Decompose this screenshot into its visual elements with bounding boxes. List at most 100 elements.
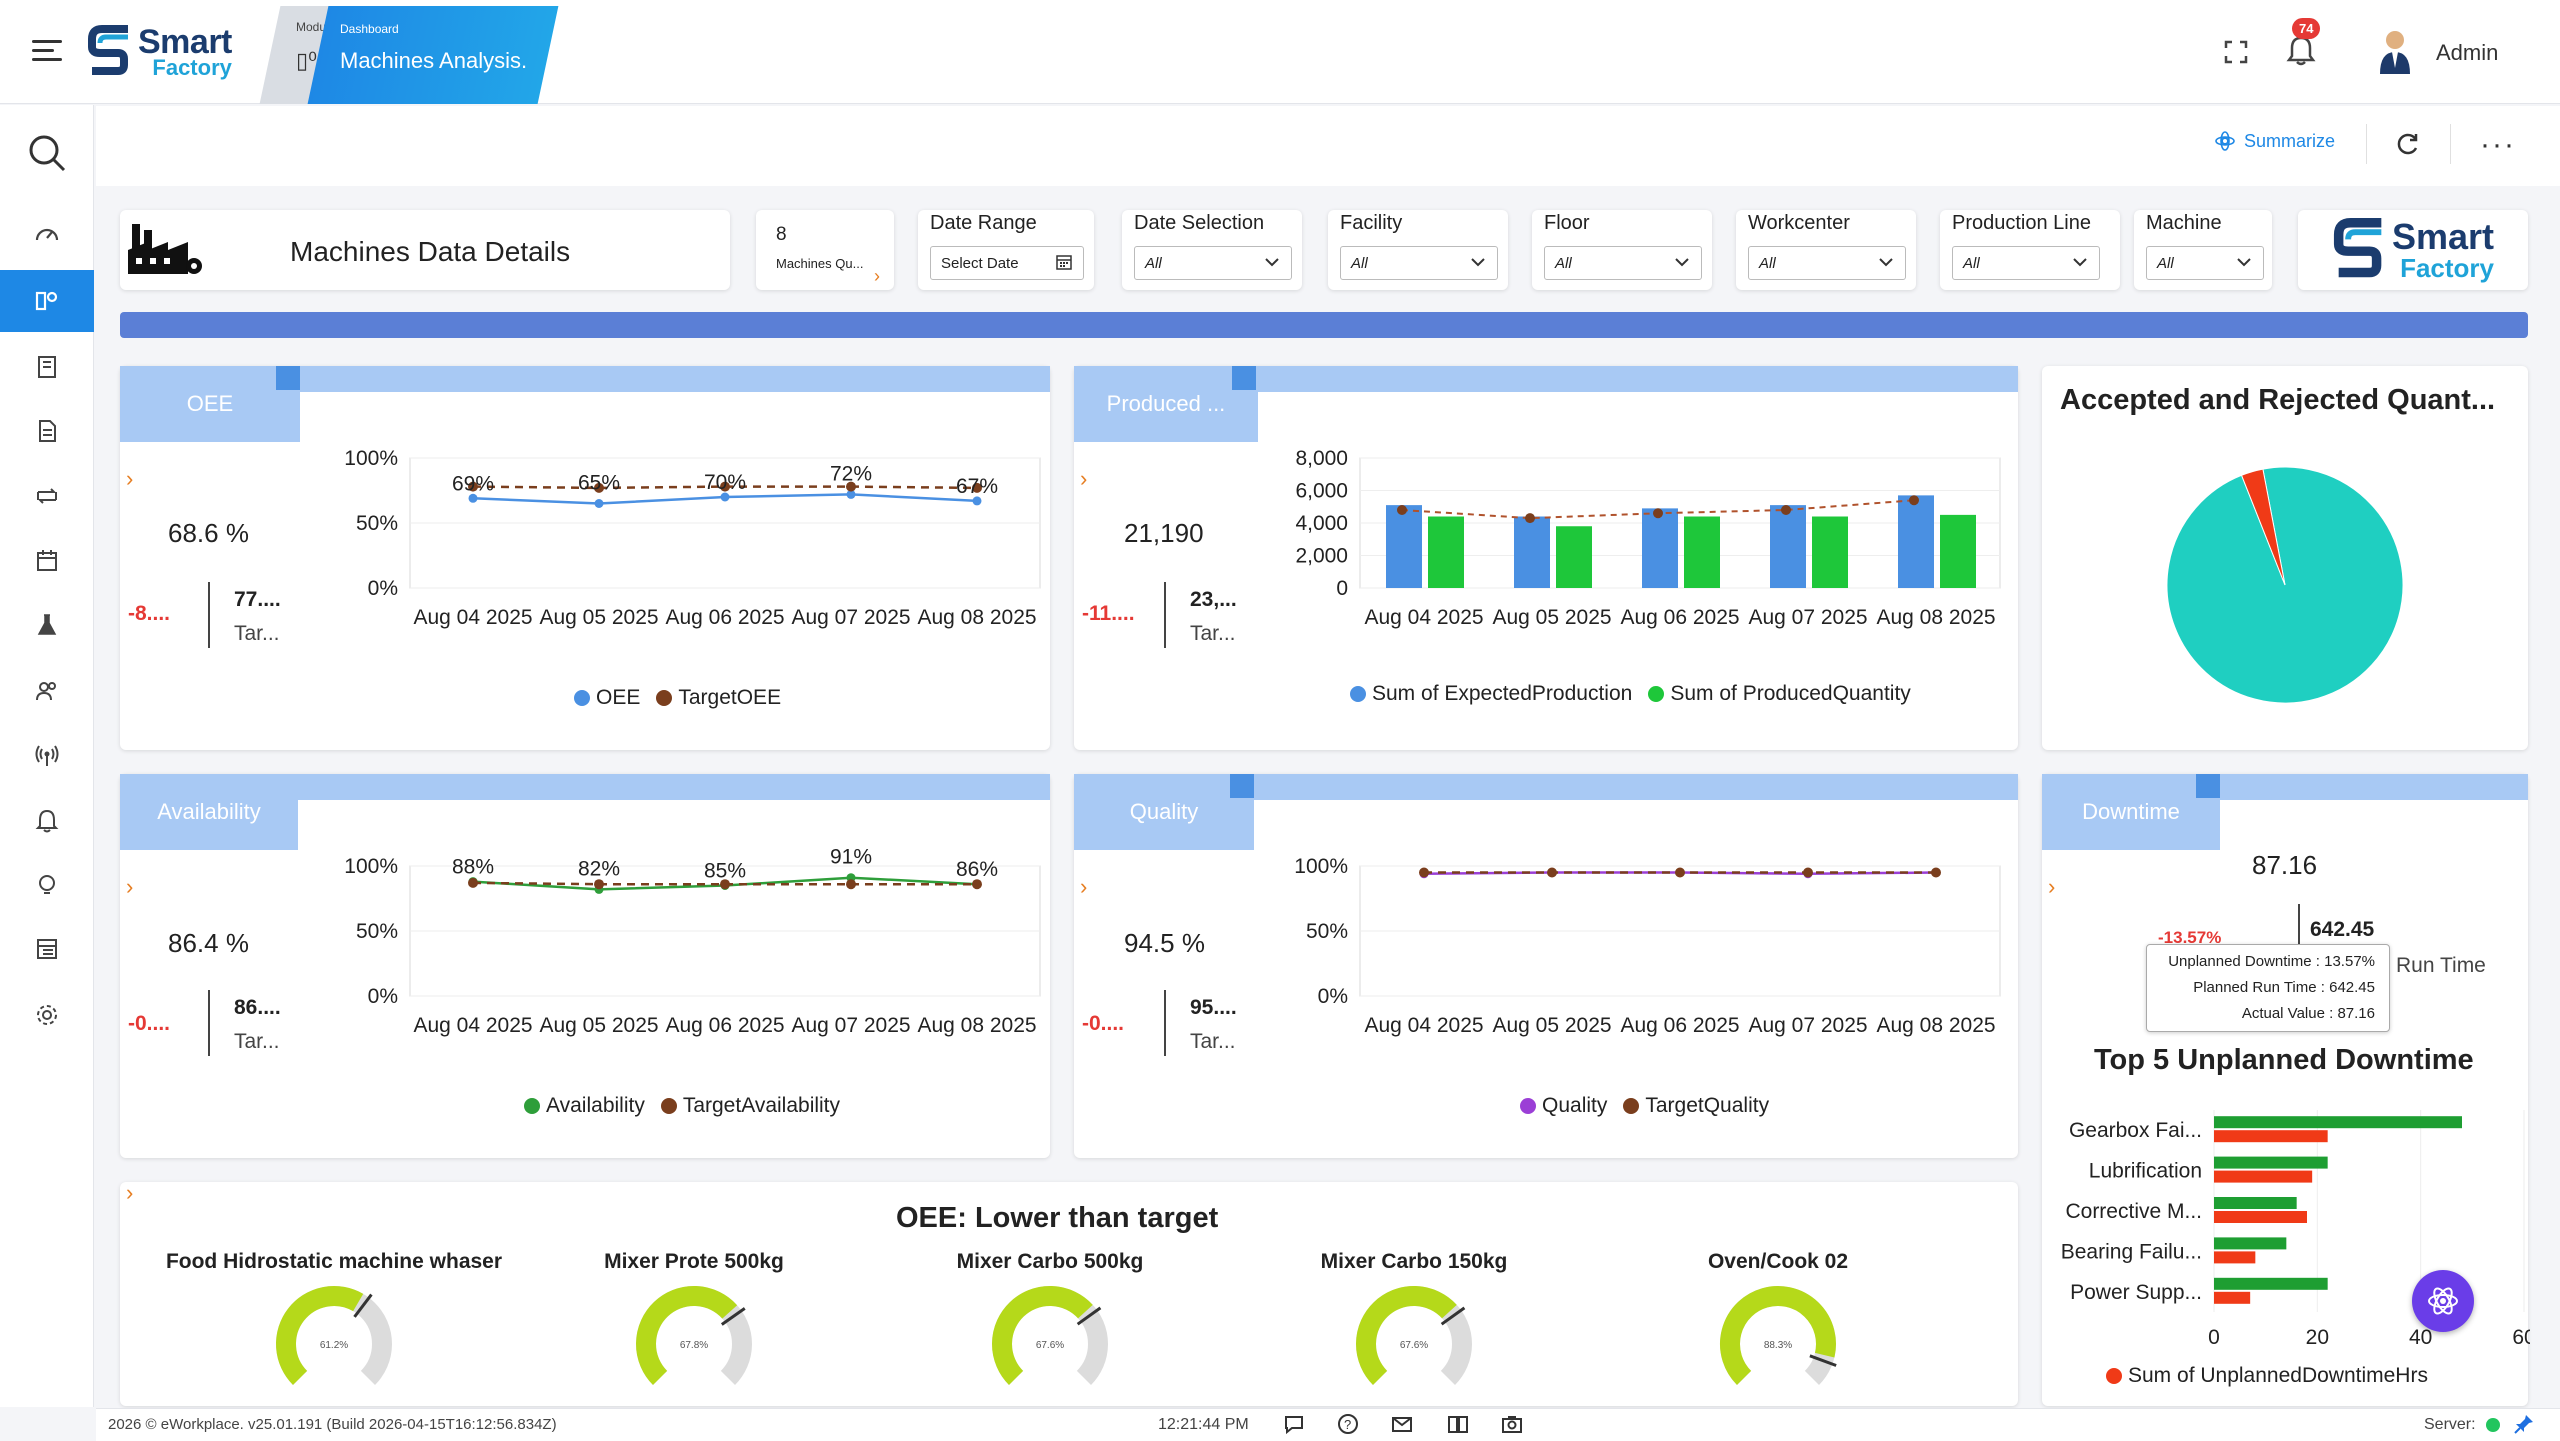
downtime-expand-icon[interactable]: › bbox=[2048, 874, 2056, 899]
building-icon bbox=[38, 356, 56, 378]
x-tick-label: Aug 07 2025 bbox=[791, 1014, 910, 1037]
sidebar-item-settings[interactable] bbox=[0, 984, 94, 1046]
toolbar-divider bbox=[2366, 124, 2367, 164]
quality-target-value: 95.... bbox=[1190, 996, 1237, 1019]
sidebar-item-machines-analysis[interactable] bbox=[0, 270, 94, 332]
fullscreen-icon[interactable] bbox=[2222, 38, 2250, 66]
facility-dropdown[interactable]: All bbox=[1340, 246, 1498, 280]
machines-count-label: Machines Qu... bbox=[776, 256, 864, 271]
chevron-right-icon[interactable]: › bbox=[874, 266, 880, 286]
oee-value: 68.6 % bbox=[168, 518, 249, 548]
antenna-icon bbox=[35, 745, 59, 766]
calendar-icon bbox=[1056, 255, 1072, 270]
gear-icon bbox=[37, 1005, 57, 1025]
book-icon[interactable] bbox=[1446, 1412, 1470, 1436]
sidebar-item-alerts[interactable] bbox=[0, 790, 94, 852]
help-icon[interactable]: ? bbox=[1336, 1412, 1360, 1436]
sidebar-item-iot[interactable] bbox=[0, 724, 94, 786]
legend-target-quality[interactable]: TargetQuality bbox=[1623, 1094, 1769, 1118]
y-tick-label: 50% bbox=[1306, 920, 1348, 943]
production-line-dropdown[interactable]: All bbox=[1952, 246, 2100, 280]
x-tick-label: Aug 06 2025 bbox=[1620, 1014, 1739, 1037]
legend-produced-quantity[interactable]: Sum of ProducedQuantity bbox=[1648, 682, 1911, 706]
user-name[interactable]: Admin bbox=[2436, 40, 2499, 65]
menu-icon[interactable] bbox=[32, 40, 62, 64]
more-options-icon[interactable]: ··· bbox=[2480, 128, 2516, 161]
produced-target-label: Tar... bbox=[1190, 622, 1236, 645]
summarize-button[interactable]: Summarize bbox=[2214, 130, 2335, 152]
footer-copyright: 2026 © eWorkplace. v25.01.191 (Build 202… bbox=[108, 1416, 557, 1433]
legend-expected-production[interactable]: Sum of ExpectedProduction bbox=[1350, 682, 1632, 706]
availability-card-tab: Availability bbox=[120, 774, 298, 850]
chart-module-icon bbox=[35, 291, 58, 311]
workcenter-dropdown[interactable]: All bbox=[1748, 246, 1906, 280]
data-point bbox=[594, 499, 604, 508]
floor-dropdown[interactable]: All bbox=[1544, 246, 1702, 280]
legend-availability[interactable]: Availability bbox=[524, 1094, 645, 1118]
data-point bbox=[1931, 867, 1941, 878]
x-tick-label: Aug 05 2025 bbox=[1492, 606, 1611, 629]
ai-assistant-button[interactable] bbox=[2412, 1270, 2474, 1332]
quality-card-tab: Quality bbox=[1074, 774, 1254, 850]
mail-icon[interactable] bbox=[1390, 1412, 1414, 1436]
category-label: Power Supp... bbox=[2070, 1281, 2202, 1304]
legend-target-oee[interactable]: TargetOEE bbox=[656, 686, 781, 710]
bar bbox=[2214, 1116, 2462, 1129]
sidebar-item-dashboard-home[interactable] bbox=[0, 204, 94, 266]
x-tick-label: Aug 07 2025 bbox=[791, 606, 910, 629]
production-line-label: Production Line bbox=[1952, 212, 2091, 234]
legend-quality[interactable]: Quality bbox=[1520, 1094, 1607, 1118]
camera-icon[interactable] bbox=[1500, 1412, 1524, 1436]
sidebar-item-tables[interactable] bbox=[0, 918, 94, 980]
machine-dropdown[interactable]: All bbox=[2146, 246, 2264, 280]
gauge-value-label: 67.6% bbox=[1036, 1340, 1064, 1351]
date-selection-dropdown[interactable]: All bbox=[1134, 246, 1292, 280]
machines-count-card[interactable] bbox=[756, 210, 894, 290]
produced-title: Produced ... bbox=[1106, 391, 1226, 416]
data-point bbox=[720, 879, 730, 890]
quality-expand-icon[interactable]: › bbox=[1080, 874, 1088, 899]
bar bbox=[2214, 1170, 2313, 1183]
document-icon bbox=[39, 420, 56, 442]
y-tick-label: 50% bbox=[356, 512, 398, 535]
refresh-icon[interactable] bbox=[2394, 130, 2422, 158]
avatar[interactable] bbox=[2372, 28, 2418, 76]
sidebar-item-calendar[interactable] bbox=[0, 530, 94, 592]
chat-icon[interactable] bbox=[1282, 1412, 1306, 1436]
sidebar-item-factory[interactable] bbox=[0, 336, 94, 398]
brand-logo-card: Smart Factory bbox=[2298, 210, 2528, 290]
data-label: 72% bbox=[830, 462, 872, 485]
gauge-title: Oven/Cook 02 bbox=[1707, 1250, 1849, 1273]
notification-bell-icon[interactable] bbox=[2286, 34, 2316, 66]
bar bbox=[2214, 1291, 2251, 1304]
sidebar-item-reports[interactable] bbox=[0, 400, 94, 462]
sidebar-search[interactable] bbox=[0, 122, 94, 184]
date-range-picker[interactable]: Select Date bbox=[930, 246, 1084, 280]
oee-target-label: Tar... bbox=[234, 622, 280, 645]
data-label: 86% bbox=[956, 858, 998, 881]
footer bbox=[96, 1408, 2560, 1441]
data-point bbox=[594, 482, 604, 493]
legend-oee[interactable]: OEE bbox=[574, 686, 640, 710]
oee-expand-icon[interactable]: › bbox=[126, 466, 134, 491]
category-label: Corrective M... bbox=[2065, 1200, 2202, 1223]
sidebar-item-users[interactable] bbox=[0, 660, 94, 722]
legend-target-availability[interactable]: TargetAvailability bbox=[660, 1094, 840, 1118]
availability-expand-icon[interactable]: › bbox=[126, 874, 134, 899]
flask-icon bbox=[37, 614, 57, 635]
app-logo[interactable]: Smart Factory bbox=[88, 22, 232, 82]
bell-icon bbox=[35, 809, 59, 833]
sidebar-item-workflow[interactable] bbox=[0, 465, 94, 527]
downtime-delta: -13.57% bbox=[2158, 928, 2222, 947]
availability-legend: Availability TargetAvailability bbox=[524, 1094, 840, 1118]
sidebar-item-lab[interactable] bbox=[0, 594, 94, 656]
gauge-value-label: 88.3% bbox=[1764, 1340, 1792, 1351]
oee-lower-expand-icon[interactable]: › bbox=[126, 1180, 134, 1205]
oee-title: OEE bbox=[186, 391, 234, 416]
chevron-down-icon bbox=[1265, 258, 1279, 267]
legend-unplanned-downtime[interactable]: Sum of UnplannedDowntimeHrs bbox=[2106, 1364, 2428, 1388]
trend-point bbox=[1525, 513, 1535, 524]
pin-icon[interactable] bbox=[2512, 1412, 2536, 1436]
produced-expand-icon[interactable]: › bbox=[1080, 466, 1088, 491]
sidebar-item-ideas[interactable] bbox=[0, 854, 94, 916]
